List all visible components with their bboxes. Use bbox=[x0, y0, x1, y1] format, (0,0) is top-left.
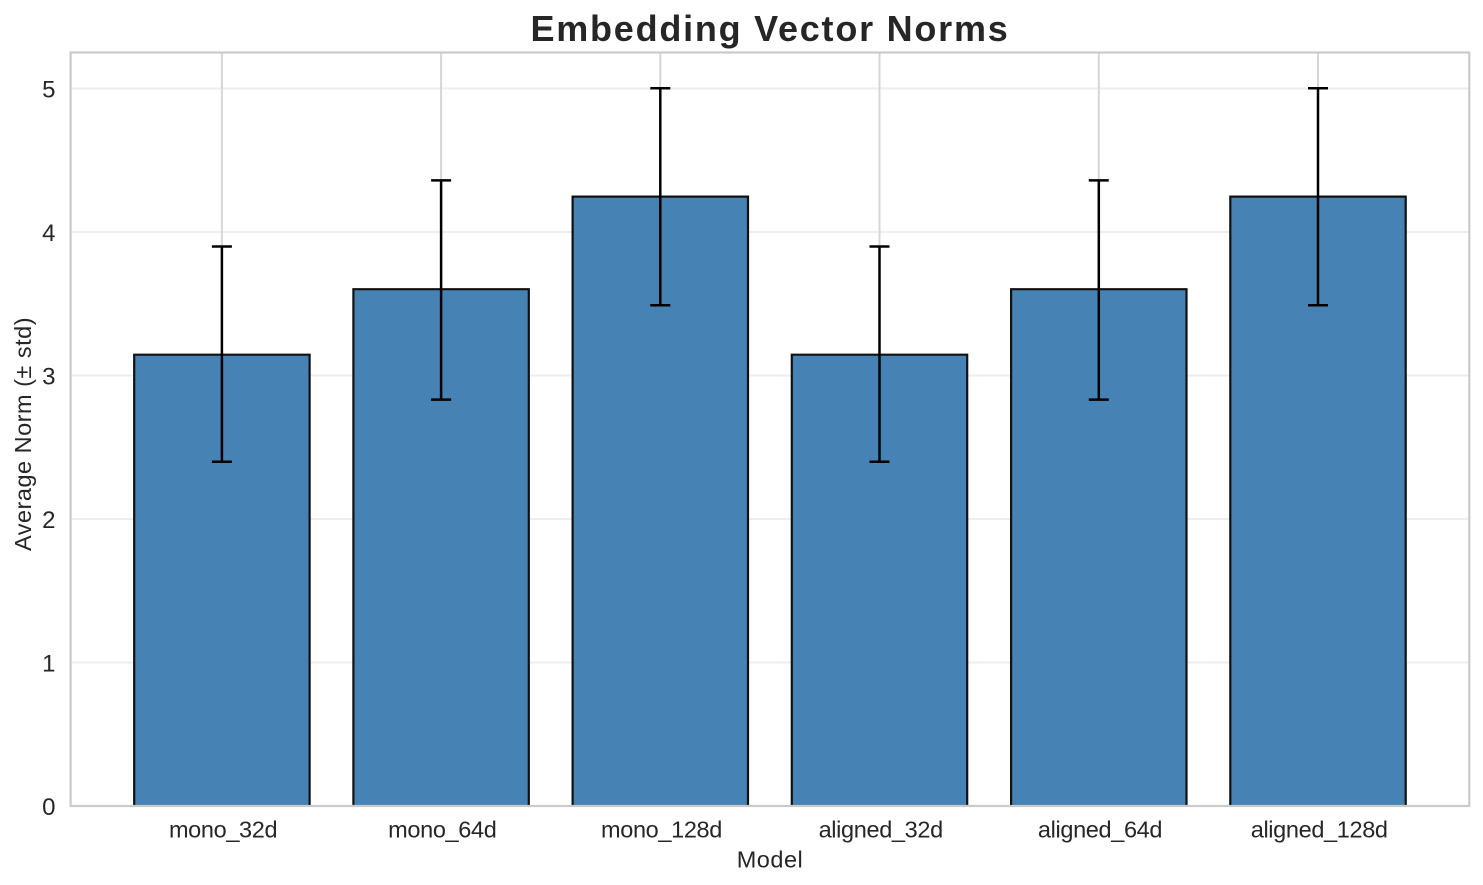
svg-text:mono_64d: mono_64d bbox=[388, 817, 496, 843]
svg-text:Model: Model bbox=[737, 847, 804, 873]
svg-text:0: 0 bbox=[42, 794, 55, 821]
svg-text:3: 3 bbox=[42, 364, 55, 391]
svg-text:aligned_64d: aligned_64d bbox=[1038, 817, 1162, 843]
svg-text:Embedding Vector Norms: Embedding Vector Norms bbox=[530, 8, 1009, 49]
svg-text:4: 4 bbox=[42, 220, 55, 247]
svg-text:mono_128d: mono_128d bbox=[601, 817, 722, 843]
svg-text:mono_32d: mono_32d bbox=[169, 817, 277, 843]
svg-text:aligned_32d: aligned_32d bbox=[819, 817, 943, 843]
svg-text:aligned_128d: aligned_128d bbox=[1251, 817, 1388, 843]
svg-text:2: 2 bbox=[42, 507, 55, 534]
svg-text:Average Norm (± std): Average Norm (± std) bbox=[10, 317, 36, 551]
svg-text:1: 1 bbox=[42, 651, 55, 678]
svg-text:5: 5 bbox=[42, 77, 55, 104]
